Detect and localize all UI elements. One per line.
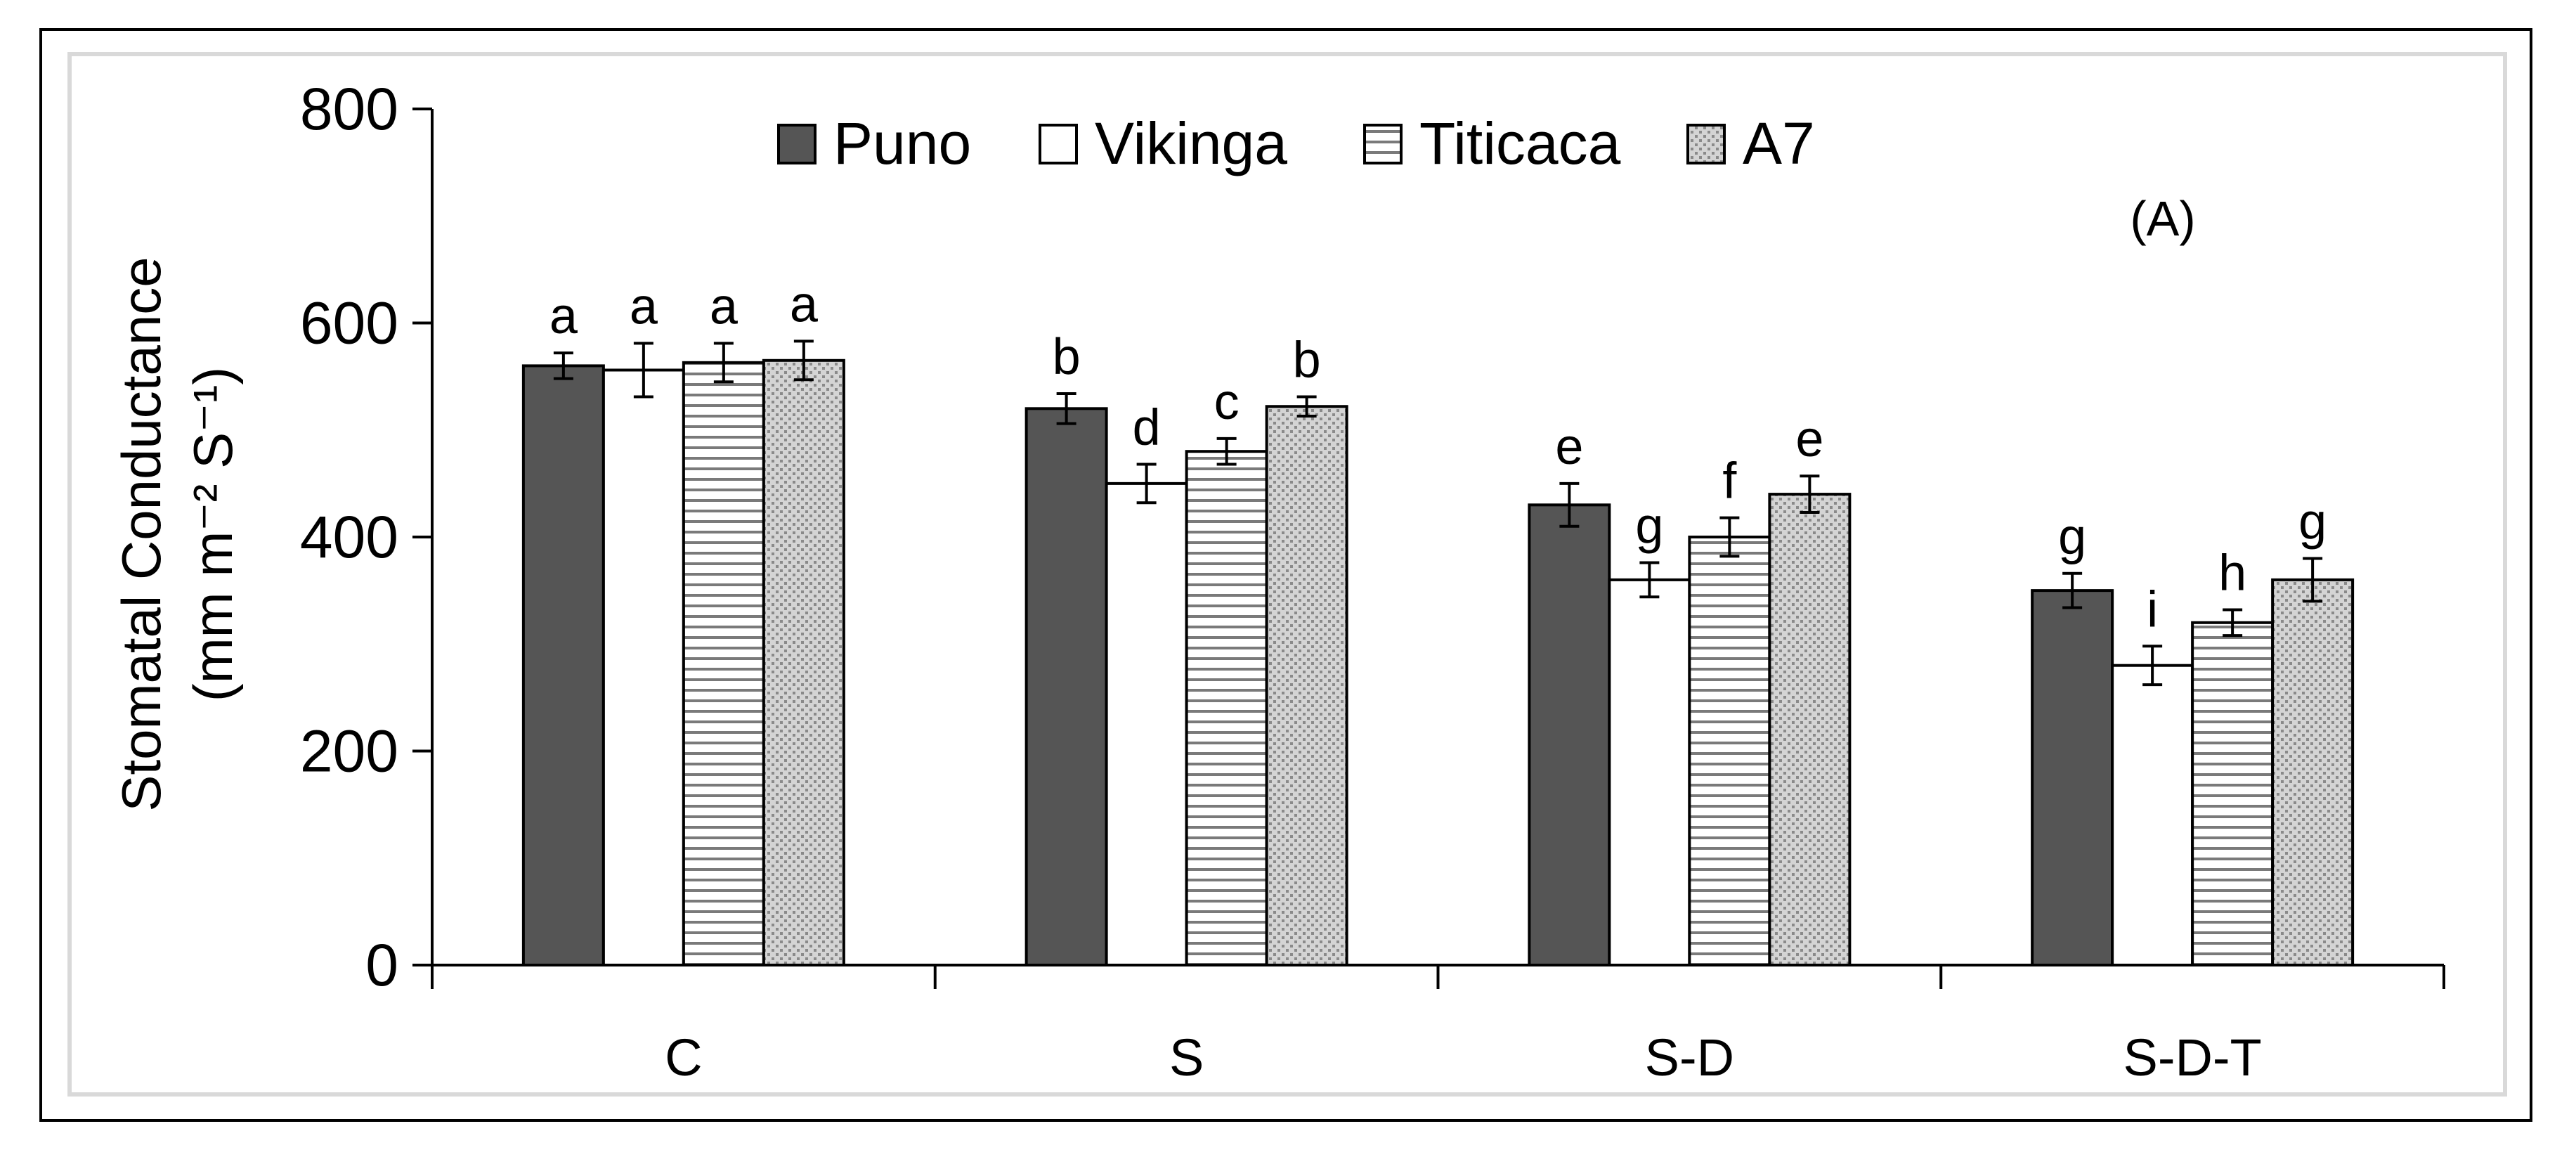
y-tick-label: 600: [300, 290, 398, 356]
bar: [1688, 536, 1771, 966]
bar: [1185, 450, 1268, 966]
legend-label: A7: [1743, 110, 1815, 176]
chart-inner-frame: [67, 52, 2507, 1097]
legend-swatch: [1686, 124, 1726, 164]
significance-letter: g: [2298, 493, 2327, 550]
significance-letter: a: [710, 278, 739, 335]
bar: [1265, 405, 1348, 966]
legend-swatch: [777, 124, 817, 164]
legend-label: Vikinga: [1095, 110, 1287, 176]
legend-label: Puno: [833, 110, 971, 176]
bar-groups: [521, 358, 2355, 966]
bar: [2271, 578, 2355, 966]
y-axis-title-line2: (mm m⁻² S⁻¹): [182, 367, 244, 702]
significance-letter: e: [1795, 411, 1823, 467]
y-axis-ticks: 0 200 400 600 800: [300, 76, 432, 998]
x-category-label: S-D: [1645, 1028, 1734, 1087]
chart-outer-frame: [39, 28, 2532, 1122]
x-category-label: S: [1169, 1028, 1204, 1087]
y-tick-label: 200: [300, 718, 398, 784]
significance-letter: e: [1555, 419, 1583, 475]
legend: Puno Vikinga Titicaca A7: [777, 110, 1815, 176]
significance-letter: g: [2058, 509, 2086, 565]
significance-letter: f: [1722, 453, 1737, 510]
y-tick-label: 0: [365, 932, 398, 998]
legend-label: Titicaca: [1419, 110, 1621, 176]
bar: [1768, 493, 1852, 966]
bar: [1105, 481, 1188, 966]
bar: [2191, 621, 2275, 966]
significance-letter: g: [1635, 498, 1663, 555]
significance-letter: a: [630, 278, 658, 335]
bar: [682, 361, 765, 966]
bar: [601, 368, 685, 966]
y-tick-label: 400: [300, 504, 398, 570]
legend-swatch: [1363, 124, 1403, 164]
error-bars: [553, 340, 2323, 687]
bar: [1024, 407, 1108, 966]
panel-label: (A): [2130, 191, 2195, 246]
bar: [762, 358, 845, 966]
bar: [2031, 589, 2114, 966]
significance-letter: h: [2218, 545, 2246, 602]
bar: [521, 364, 605, 966]
bar: [2111, 664, 2194, 966]
significance-letter: a: [790, 276, 819, 332]
significance-letter: d: [1133, 399, 1161, 455]
significance-letter: b: [1053, 329, 1081, 385]
x-axis-ticks: C S S-D S-D-T: [431, 965, 2445, 1087]
legend-swatch: [1039, 124, 1078, 164]
y-axis-title-line1: Stomatal Conductance: [110, 257, 172, 811]
bar: [1608, 578, 1691, 966]
x-category-label: C: [665, 1028, 702, 1087]
significance-letter: i: [2147, 581, 2158, 638]
significance-letter: a: [549, 288, 578, 344]
y-tick-label: 800: [300, 76, 398, 142]
significance-letter: c: [1214, 374, 1240, 430]
significance-letter: b: [1293, 332, 1321, 389]
bar: [1528, 503, 1611, 966]
y-axis-title: Stomatal Conductance (mm m⁻² S⁻¹): [110, 257, 244, 811]
x-category-label: S-D-T: [2123, 1028, 2261, 1087]
